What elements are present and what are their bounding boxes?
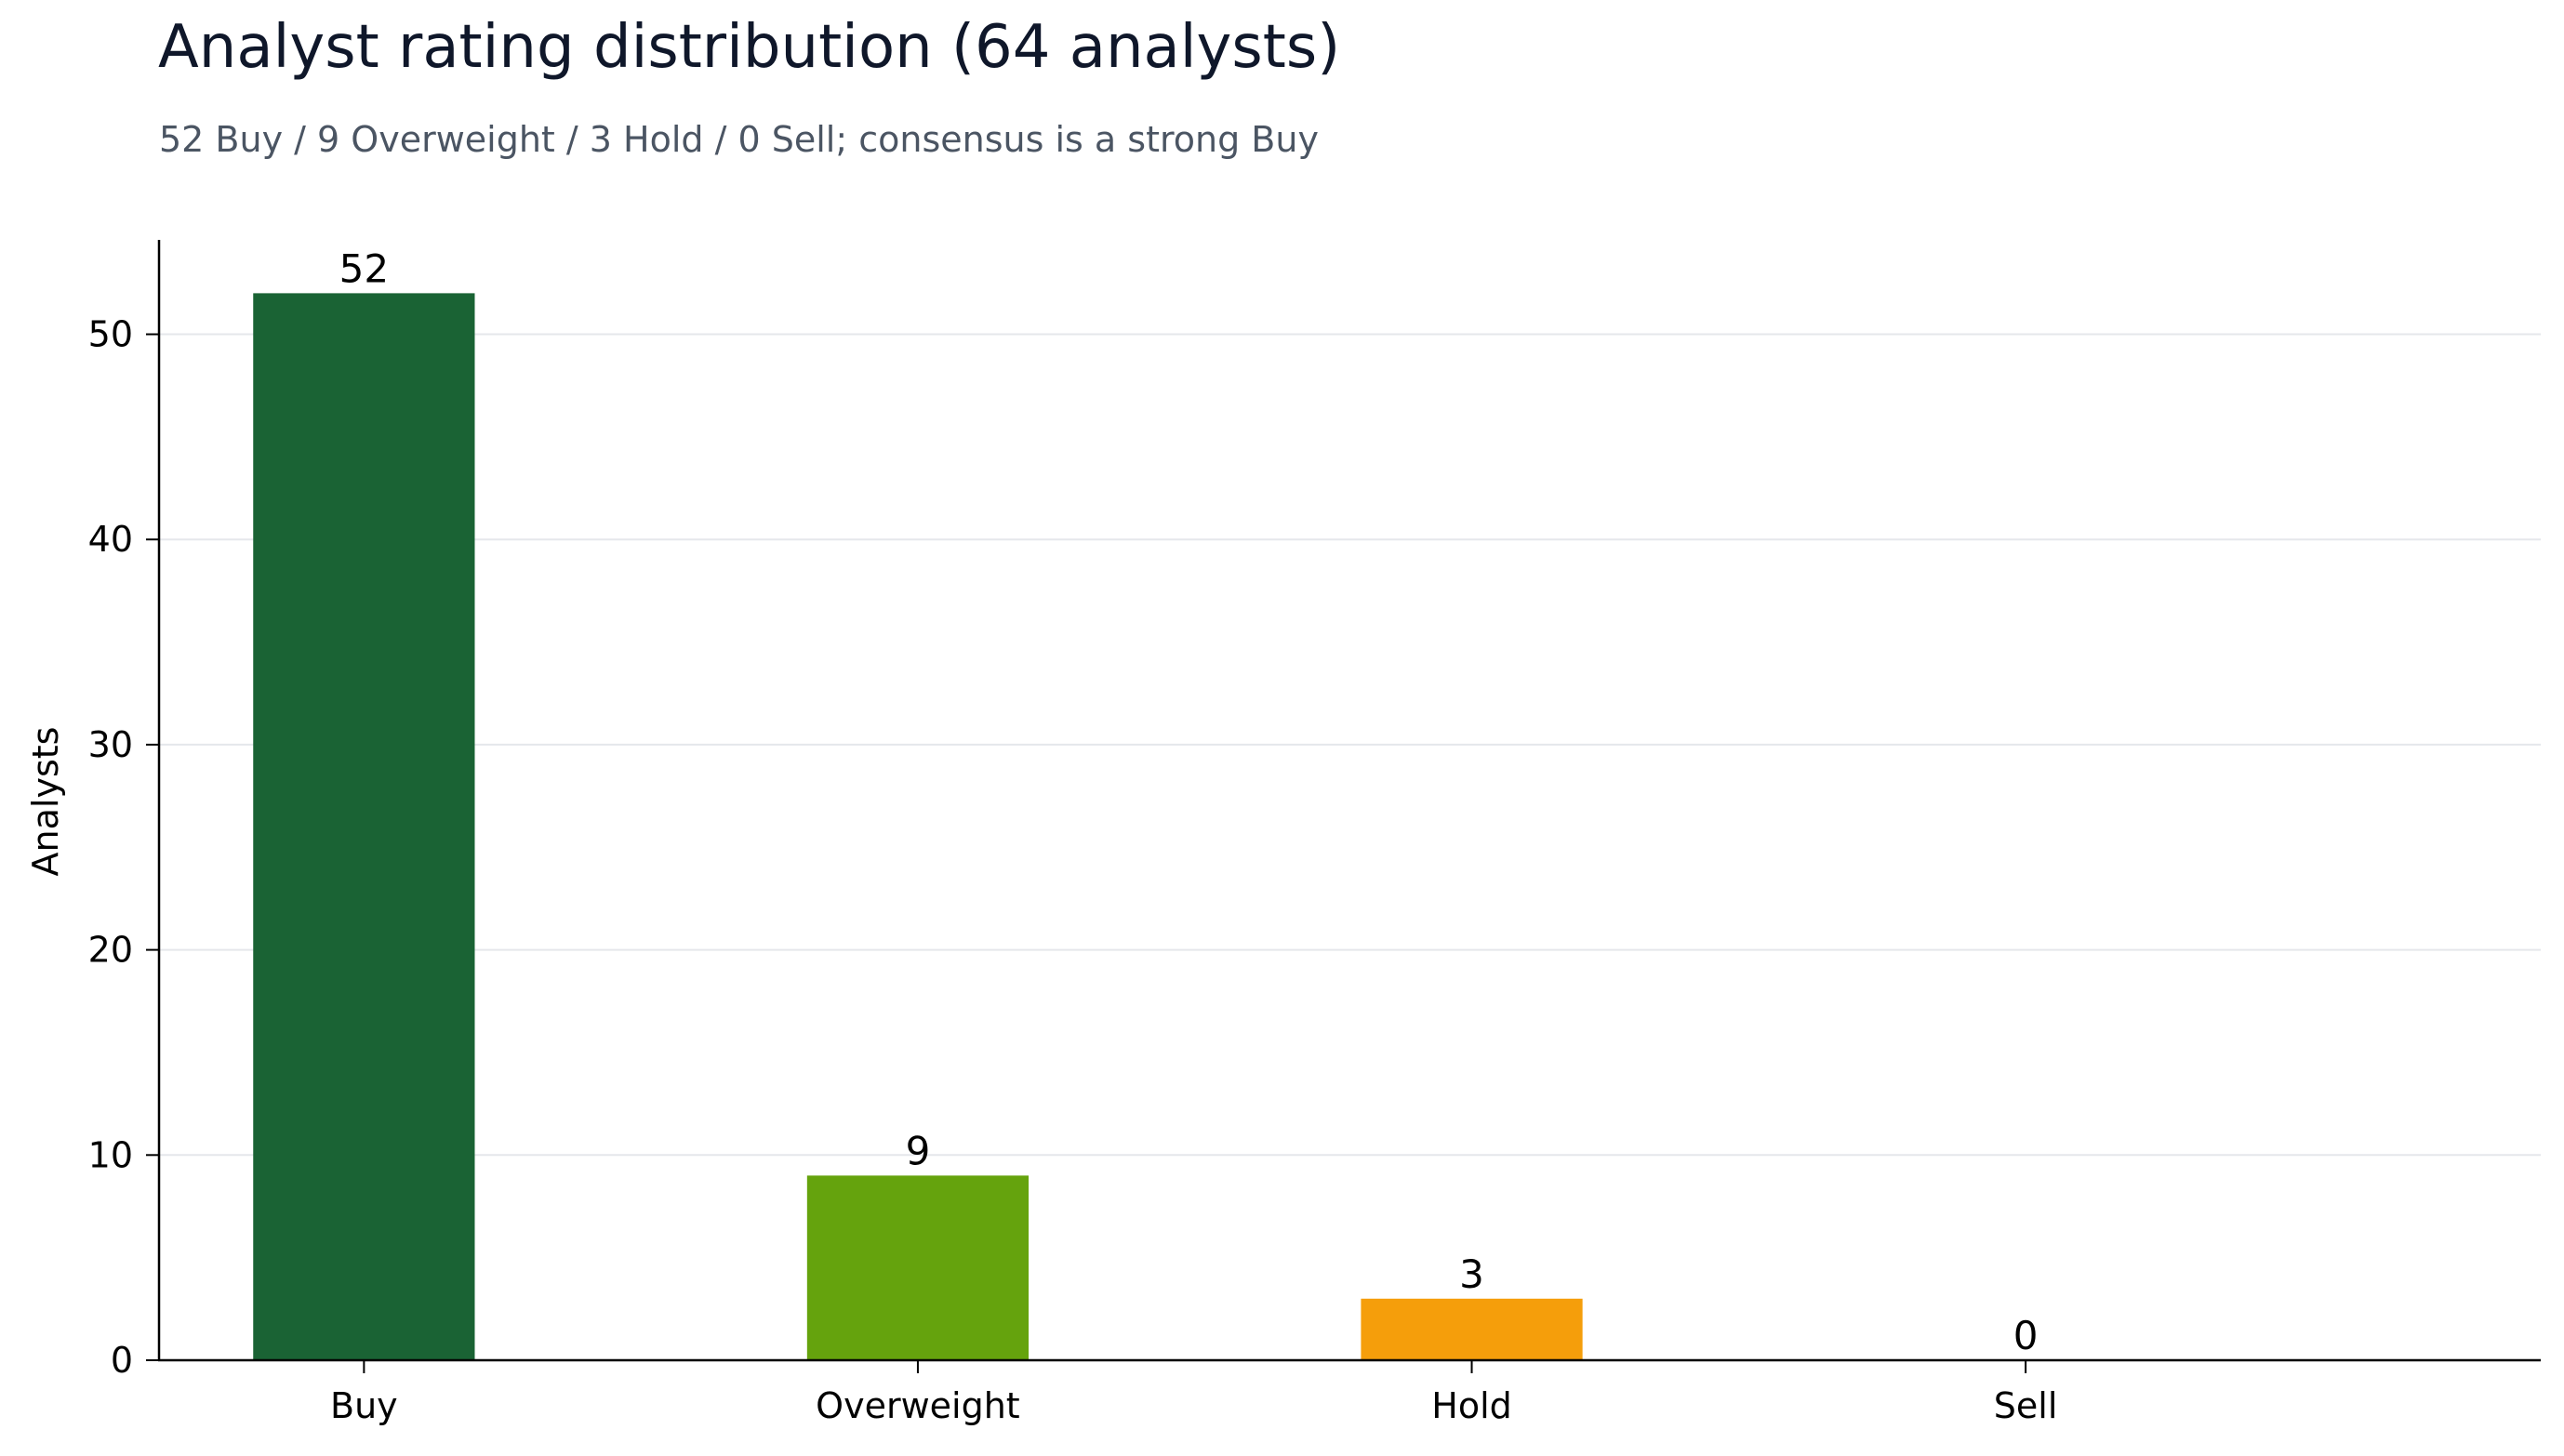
y-tick-label: 10 xyxy=(88,1134,133,1175)
x-tick-label: Hold xyxy=(1431,1385,1512,1426)
bars xyxy=(253,293,1583,1360)
chart-subtitle: 52 Buy / 9 Overweight / 3 Hold / 0 Sell;… xyxy=(159,119,1319,160)
y-axis-title: Analysts xyxy=(25,727,66,877)
data-label-sell: 0 xyxy=(2013,1313,2039,1358)
data-label-buy: 52 xyxy=(339,245,389,291)
bar-buy xyxy=(253,293,475,1360)
gridlines xyxy=(159,333,2541,1157)
x-tick-label: Overweight xyxy=(816,1385,1020,1426)
y-tick-label: 20 xyxy=(88,930,133,971)
y-tick-label: 0 xyxy=(111,1340,133,1381)
x-tick-label: Buy xyxy=(330,1385,398,1426)
data-labels: 52 9 3 0 xyxy=(339,245,2039,1358)
y-tick-label: 50 xyxy=(88,314,133,355)
data-label-hold: 3 xyxy=(1459,1251,1484,1297)
y-tick-label: 30 xyxy=(88,724,133,765)
chart-title: Analyst rating distribution (64 analysts… xyxy=(158,13,1341,82)
bar-overweight xyxy=(806,1175,1030,1360)
bar-hold xyxy=(1361,1298,1583,1360)
y-tick-label: 40 xyxy=(88,519,133,560)
x-tick-label: Sell xyxy=(1994,1385,2058,1426)
data-label-overweight: 9 xyxy=(906,1128,931,1173)
